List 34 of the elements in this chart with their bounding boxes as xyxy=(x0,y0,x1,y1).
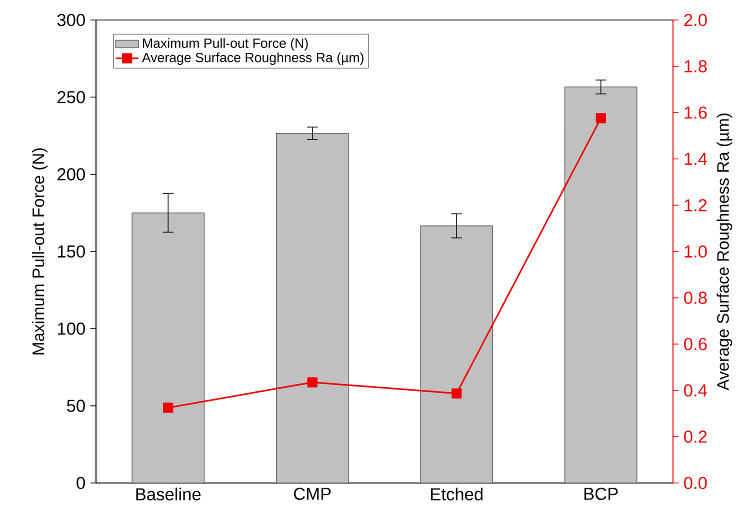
bar xyxy=(420,226,494,483)
bar xyxy=(564,86,638,483)
y-axis-title: Maximum Pull-out Force (N) xyxy=(32,148,48,354)
y2-tick-label: 2.0 xyxy=(684,14,707,26)
point xyxy=(452,388,462,398)
point xyxy=(163,402,174,413)
y2-tick-label: 1.8 xyxy=(684,60,707,72)
legend-label: Maximum Pull-out Force (N) xyxy=(143,38,308,51)
x-tick-label: CMP xyxy=(294,488,331,500)
point xyxy=(596,113,606,124)
y2-axis-title: Average Surface Roughness Ra (µm) xyxy=(716,114,732,390)
y2-tick-label: 0.0 xyxy=(684,476,707,490)
y-tick-label: 100 xyxy=(58,322,85,335)
y-tick-label: 50 xyxy=(67,400,85,412)
y2-tick-label: 1.0 xyxy=(684,245,707,258)
bar xyxy=(132,212,205,483)
y-tick-label: 0 xyxy=(76,476,85,490)
point xyxy=(307,377,318,388)
x-tick-label: BCP xyxy=(584,488,618,500)
y-tick-label: 250 xyxy=(58,91,85,104)
y2-tick-label: 0.2 xyxy=(684,430,707,443)
bar xyxy=(276,132,349,483)
y2-tick-label: 0.6 xyxy=(684,338,707,350)
x-tick-label: Baseline xyxy=(136,488,201,500)
y-tick-label: 200 xyxy=(58,168,85,180)
y2-tick-label: 0.4 xyxy=(684,384,707,397)
y-tick-label: 300 xyxy=(57,14,85,26)
y2-tick-label: 1.2 xyxy=(684,199,707,212)
y2-tick-label: 1.4 xyxy=(684,152,707,165)
x-tick-label: Etched xyxy=(431,488,482,500)
y-tick-label: 150 xyxy=(58,245,85,258)
y2-tick-label: 1.6 xyxy=(684,106,707,119)
legend-label: Average Surface Roughness Ra (µm) xyxy=(142,52,364,65)
y2-tick-label: 0.8 xyxy=(684,292,707,304)
